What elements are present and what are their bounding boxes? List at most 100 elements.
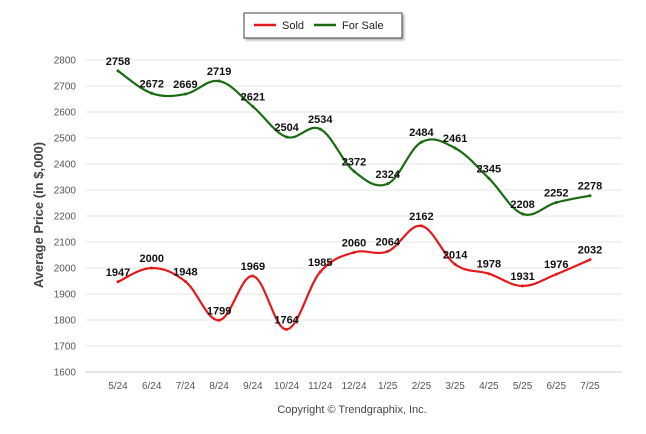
data-point-sold	[318, 270, 322, 274]
data-point-for-sale	[386, 182, 390, 186]
y-tick-label: 2600	[54, 108, 77, 119]
y-tick-label: 1900	[54, 290, 77, 301]
data-label-for-sale: 2372	[342, 156, 366, 168]
data-label-for-sale: 2252	[544, 187, 568, 199]
x-tick-label: 7/24	[176, 381, 196, 392]
y-axis-ticks: 1600 1700 1800 1900 2000 2100 2200 2300 2400 2500…	[54, 56, 77, 379]
x-axis-ticks: 5/24 6/24 7/24 8/24 9/24 10/24 11/24 12/24 1/25 2…	[108, 381, 600, 392]
copyright-text: Copyright © Trendgraphix, Inc.	[277, 404, 426, 416]
x-tick-label: 9/24	[243, 381, 263, 392]
data-label-sold: 1948	[173, 267, 197, 279]
data-point-sold	[554, 272, 558, 276]
data-point-sold	[386, 249, 390, 253]
data-label-sold: 2060	[342, 237, 366, 249]
data-label-for-sale: 2669	[173, 79, 197, 91]
data-label-for-sale: 2504	[274, 122, 299, 134]
data-label-for-sale: 2758	[106, 56, 130, 68]
data-point-for-sale	[183, 92, 187, 96]
data-label-for-sale: 2208	[510, 199, 534, 211]
data-point-for-sale	[521, 212, 525, 216]
series-lines	[116, 69, 592, 331]
data-point-sold	[453, 262, 457, 266]
data-point-for-sale	[251, 105, 255, 109]
x-tick-label: 6/24	[142, 381, 162, 392]
data-point-sold	[521, 284, 525, 288]
data-label-for-sale: 2324	[375, 169, 400, 181]
gridlines	[85, 59, 622, 373]
data-label-sold: 1764	[274, 314, 299, 326]
data-point-for-sale	[352, 169, 356, 173]
y-tick-label: 2400	[54, 160, 77, 171]
data-point-for-sale	[217, 79, 221, 83]
data-point-for-sale	[588, 194, 592, 198]
data-label-sold: 1985	[308, 257, 332, 269]
y-tick-label: 2300	[54, 186, 77, 197]
y-tick-label: 1700	[54, 342, 77, 353]
x-tick-label: 1/25	[378, 381, 398, 392]
x-tick-label: 6/25	[547, 381, 567, 392]
x-tick-label: 10/24	[274, 381, 299, 392]
x-tick-label: 2/25	[412, 381, 432, 392]
data-label-sold: 2064	[375, 236, 400, 248]
y-tick-label: 2700	[54, 82, 77, 93]
data-point-for-sale	[285, 135, 289, 139]
y-tick-label: 2800	[54, 56, 77, 67]
data-label-sold: 1799	[207, 305, 231, 317]
data-label-sold: 2162	[409, 211, 433, 223]
data-point-sold	[150, 266, 154, 270]
data-point-for-sale	[116, 69, 120, 73]
data-label-for-sale: 2461	[443, 133, 467, 145]
data-point-sold	[487, 272, 491, 276]
data-point-for-sale	[318, 127, 322, 131]
legend: Sold For Sale	[243, 12, 403, 39]
data-label-for-sale: 2484	[409, 127, 434, 139]
data-point-sold	[183, 280, 187, 284]
data-point-for-sale	[453, 146, 457, 150]
x-tick-label: 8/24	[209, 381, 229, 392]
data-label-sold: 2000	[139, 253, 163, 265]
x-tick-label: 12/24	[341, 381, 366, 392]
data-label-for-sale: 2672	[139, 78, 163, 90]
legend-label-sold: Sold	[282, 20, 304, 32]
x-tick-label: 5/24	[108, 381, 128, 392]
x-tick-label: 7/25	[580, 381, 600, 392]
data-point-sold	[116, 280, 120, 284]
x-tick-label: 5/25	[513, 381, 533, 392]
data-label-for-sale: 2719	[207, 66, 231, 78]
data-point-sold	[588, 258, 592, 262]
data-labels: 1947 2000 1948 1799 1969 1764 1985 2060 2064 2162…	[106, 56, 602, 326]
data-point-for-sale	[487, 176, 491, 180]
data-label-sold: 1947	[106, 267, 130, 279]
data-point-sold	[352, 250, 356, 254]
y-tick-label: 1600	[54, 368, 77, 379]
data-point-for-sale	[419, 140, 423, 144]
x-tick-label: 4/25	[479, 381, 499, 392]
data-point-for-sale	[150, 91, 154, 95]
data-label-sold: 1978	[477, 259, 501, 271]
data-label-sold: 1969	[241, 261, 265, 273]
y-tick-label: 2000	[54, 264, 77, 275]
data-label-for-sale: 2278	[578, 181, 602, 193]
data-label-for-sale: 2621	[241, 92, 265, 104]
legend-label-for-sale: For Sale	[342, 20, 384, 32]
data-point-sold	[251, 274, 255, 278]
y-axis-title: Average Price (in $,000)	[31, 142, 46, 288]
y-tick-label: 2200	[54, 212, 77, 223]
data-label-sold: 1931	[510, 271, 534, 283]
data-label-sold: 2014	[443, 249, 468, 261]
series-line-for-sale	[117, 70, 591, 216]
y-tick-label: 1800	[54, 316, 77, 327]
y-tick-label: 2500	[54, 134, 77, 145]
data-point-sold	[217, 318, 221, 322]
x-tick-label: 11/24	[308, 381, 333, 392]
y-tick-label: 2100	[54, 238, 77, 249]
data-point-for-sale	[554, 200, 558, 204]
data-label-sold: 2032	[578, 245, 602, 257]
data-label-for-sale: 2534	[308, 114, 333, 126]
data-point-sold	[285, 327, 289, 331]
data-point-sold	[419, 224, 423, 228]
series-line-sold	[117, 224, 591, 331]
data-label-sold: 1976	[544, 259, 568, 271]
x-tick-label: 3/25	[445, 381, 465, 392]
